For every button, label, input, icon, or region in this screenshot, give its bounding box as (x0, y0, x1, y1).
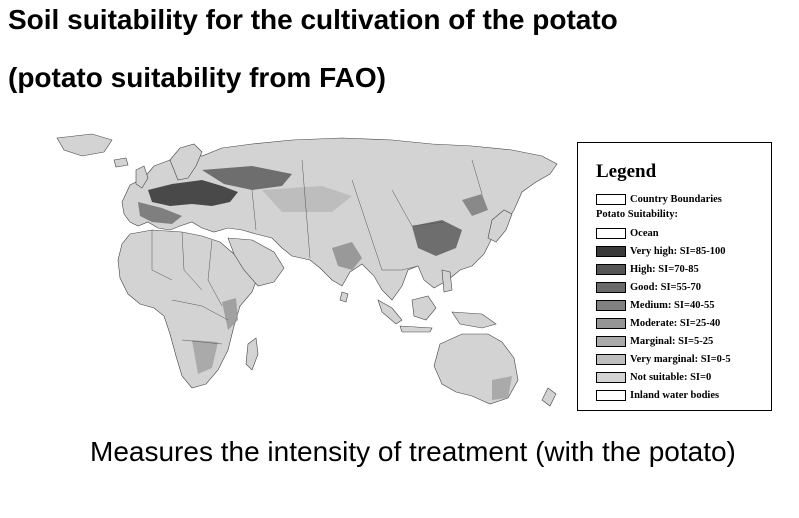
legend-swatch (596, 282, 626, 293)
landmass-scandinavia (169, 143, 203, 181)
landmass-iceland (113, 157, 129, 168)
legend-swatch (596, 390, 626, 401)
suitability-europe-very-high (148, 180, 238, 206)
suitability-central-asia-very-marginal (262, 186, 352, 212)
legend-item-high: High: SI=70-85 (596, 263, 699, 276)
legend-item-ocean: Ocean (596, 227, 659, 240)
suitability-china-high (412, 220, 462, 256)
landmass-borneo (411, 295, 437, 321)
legend-swatch (596, 336, 626, 347)
legend-item-very-marginal: Very marginal: SI=0-5 (596, 353, 731, 366)
suitability-northeast-good (462, 194, 488, 216)
legend-label: Marginal: SI=5-25 (630, 336, 714, 347)
landmass-philippines (441, 269, 453, 293)
landmass-sri-lanka (339, 291, 349, 303)
slide-subtitle: (potato suitability from FAO) (8, 62, 386, 93)
country-boundaries (151, 159, 483, 345)
suitability-east-africa-moderate (222, 298, 238, 330)
legend-label: Very marginal: SI=0-5 (630, 354, 731, 365)
legend-title: Legend (596, 161, 657, 182)
legend-label: Country Boundaries (630, 194, 722, 205)
legend-swatch (596, 246, 626, 257)
legend-swatch (596, 354, 626, 365)
legend-label: Good: SI=55-70 (630, 282, 702, 293)
legend-item-good: Good: SI=55-70 (596, 281, 701, 294)
landmass-madagascar (245, 337, 259, 371)
legend-item-medium: Medium: SI=40-55 (596, 299, 714, 312)
suitability-europe-good (138, 202, 182, 224)
legend-item-inland-water: Inland water bodies (596, 389, 719, 402)
legend-swatch (596, 300, 626, 311)
legend-swatch (596, 228, 626, 239)
legend-label: Ocean (630, 228, 659, 239)
legend-label: Not suitable: SI=0 (630, 372, 712, 383)
landmass-africa (117, 229, 259, 389)
legend-swatch (596, 194, 626, 205)
legend-item-country-boundaries: Country Boundaries (596, 193, 722, 206)
legend-item-very-high: Very high: SI=85-100 (596, 245, 725, 258)
slide-title: Soil suitability for the cultivation of … (8, 4, 618, 35)
legend-swatch (596, 264, 626, 275)
landmass-sumatra (377, 299, 403, 325)
suitability-southern-africa-marginal (192, 340, 218, 374)
landmass-arabia (227, 237, 285, 287)
map-legend: Legend Country Boundaries Potato Suitabi… (577, 142, 772, 411)
legend-label: High: SI=70-85 (630, 264, 699, 275)
legend-label: Moderate: SI=25-40 (630, 318, 721, 329)
suitability-map (52, 130, 578, 422)
legend-item-marginal: Marginal: SI=5-25 (596, 335, 713, 348)
legend-label: Inland water bodies (630, 390, 720, 401)
slide-caption: Measures the intensity of treatment (wit… (90, 436, 736, 467)
legend-swatch (596, 318, 626, 329)
landmass-greenland (56, 133, 113, 157)
suitability-india-medium (332, 242, 362, 270)
landmass-new-zealand (541, 387, 557, 407)
suitability-australia-marginal (492, 376, 512, 400)
landmass-new-guinea (451, 311, 497, 329)
legend-item-moderate: Moderate: SI=25-40 (596, 317, 720, 330)
suitability-russia-high (202, 166, 292, 190)
legend-item-not-suitable: Not suitable: SI=0 (596, 371, 711, 384)
legend-label: Very high: SI=85-100 (630, 246, 726, 257)
legend-swatch (596, 372, 626, 383)
landmass-japan (487, 209, 513, 243)
landmass-britain (135, 165, 149, 189)
landmass-java (399, 325, 433, 333)
legend-label: Medium: SI=40-55 (630, 300, 715, 311)
legend-heading-potato-suitability: Potato Suitability: (596, 209, 678, 220)
